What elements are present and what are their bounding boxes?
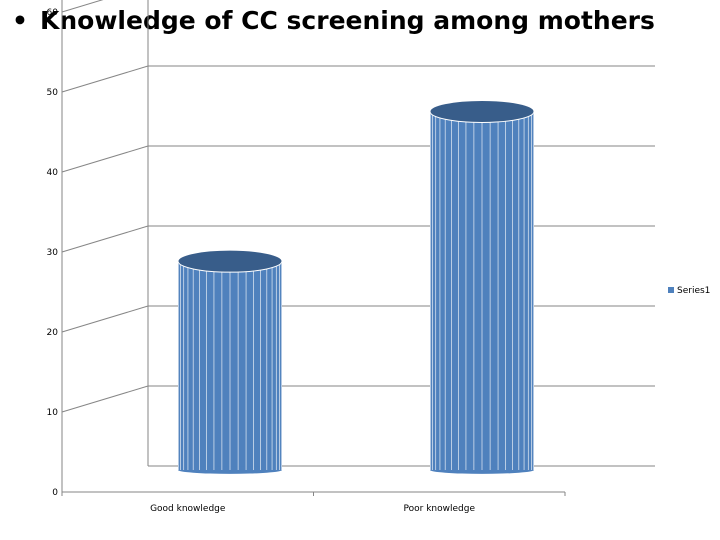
gridline-side — [61, 145, 149, 173]
legend-label: Series1 — [677, 286, 710, 296]
bar-top — [429, 99, 535, 123]
x-axis-category-labels: Good knowledge Poor knowledge — [150, 504, 475, 514]
y-axis-tick-labels: 0102030405060708090 — [47, 8, 59, 498]
y-tick-label: 30 — [47, 248, 59, 258]
bar — [177, 249, 283, 474]
bar — [429, 99, 535, 474]
y-tick-label: 40 — [47, 168, 59, 178]
y-tick-label: 60 — [47, 8, 59, 18]
gridline-side — [61, 305, 149, 333]
gridline-side — [61, 385, 149, 413]
slide-title: • Knowledge of CC screening among mothers — [12, 6, 655, 35]
y-tick-label: 0 — [52, 488, 58, 498]
gridline-side — [61, 65, 149, 93]
gridlines — [61, 0, 655, 467]
chart-walls — [61, 0, 566, 496]
y-tick-label: 50 — [47, 88, 59, 98]
gridline-side — [61, 0, 104, 13]
y-tick-label: 10 — [47, 408, 59, 418]
y-tick-label: 20 — [47, 328, 59, 338]
bar-top — [177, 249, 283, 273]
gridline-side — [61, 225, 149, 253]
legend-swatch — [668, 287, 674, 293]
slide-title-text: Knowledge of CC screening among mothers — [39, 6, 655, 35]
bars — [177, 99, 535, 474]
legend: Series1 — [668, 286, 710, 296]
x-category-label: Poor knowledge — [404, 504, 476, 514]
x-category-label: Good knowledge — [150, 504, 226, 514]
title-bullet: • — [12, 6, 28, 35]
